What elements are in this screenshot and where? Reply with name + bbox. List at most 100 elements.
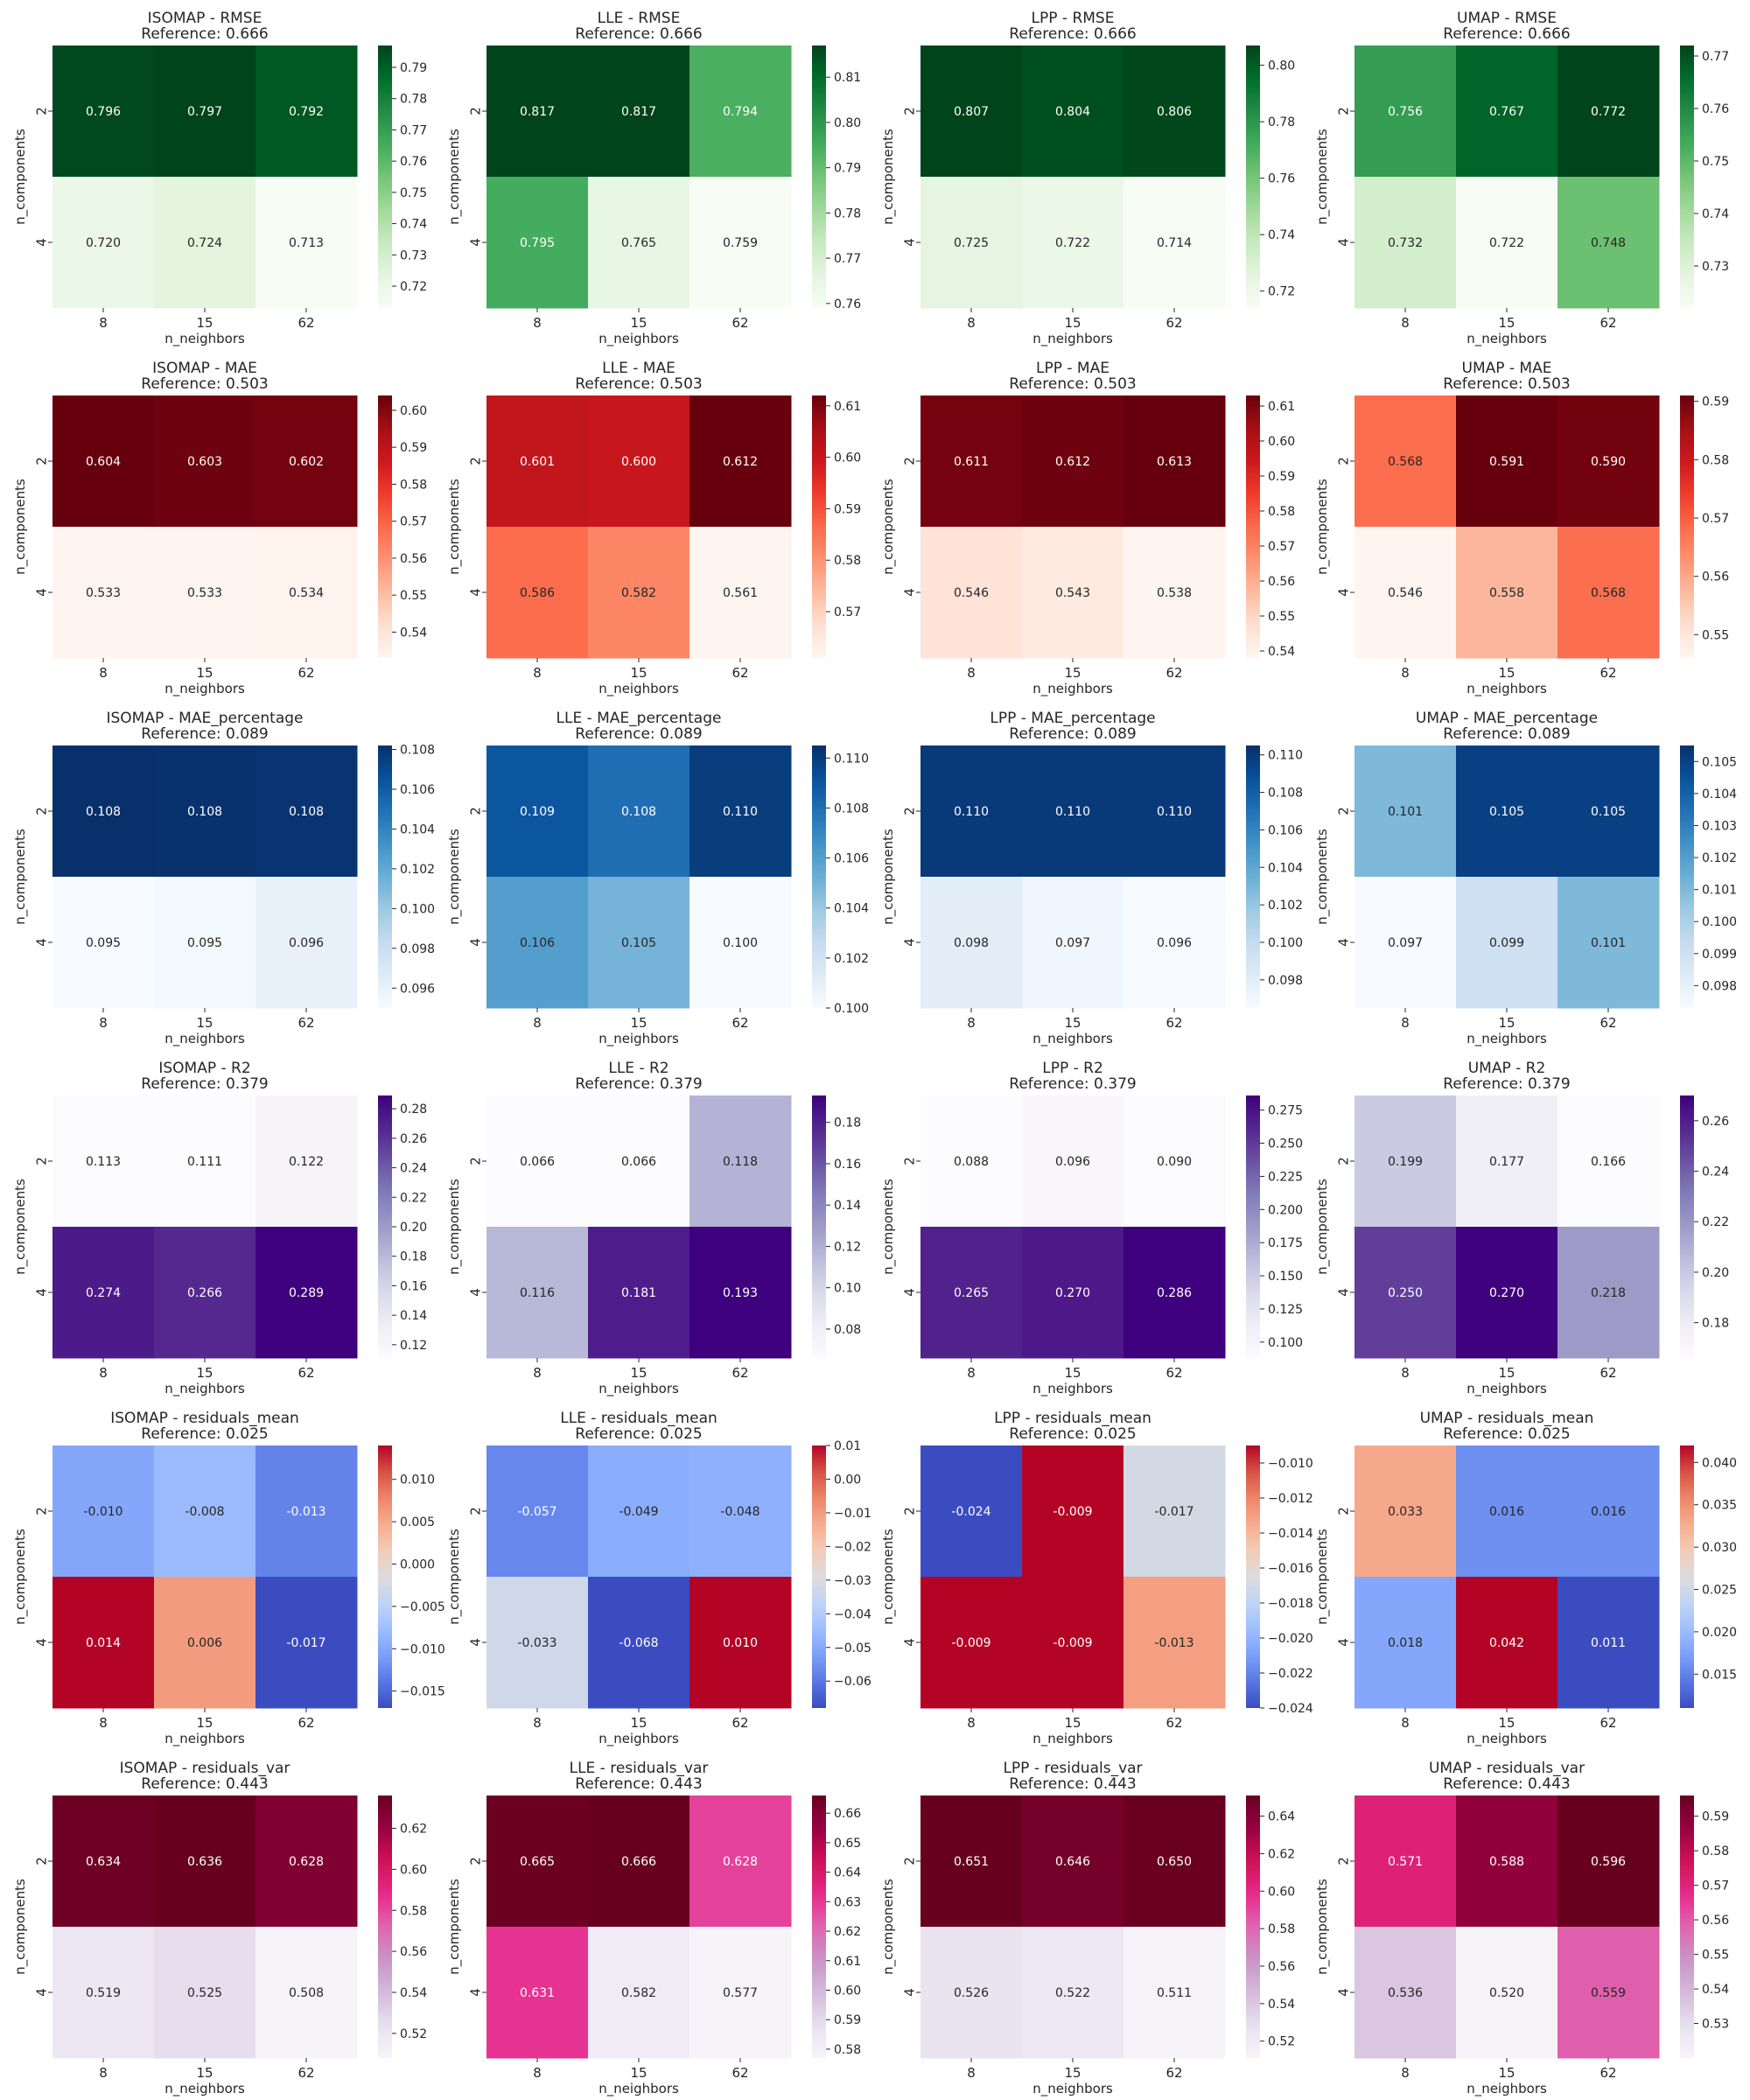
colorbar-tick-label: 0.58 xyxy=(400,478,427,492)
y-tick-label: 4 xyxy=(1336,588,1352,597)
x-tick-label: 8 xyxy=(533,1015,542,1031)
cell-value-label: 0.720 xyxy=(86,236,121,250)
x-tick-label: 8 xyxy=(99,1365,108,1381)
colorbar-tick-label: 0.100 xyxy=(400,902,435,916)
y-tick-label: 2 xyxy=(902,107,918,116)
colorbar-tick-label: 0.53 xyxy=(1702,2018,1729,2032)
heatmap-cell xyxy=(1022,1446,1124,1578)
heatmap-cell xyxy=(486,1577,589,1709)
colorbar-tick-label: 0.62 xyxy=(834,1925,861,1939)
colorbar xyxy=(378,396,392,658)
cell-value-label: -0.013 xyxy=(286,1505,326,1519)
cell-value-label: 0.650 xyxy=(1157,1855,1192,1869)
y-tick-label: 4 xyxy=(468,1988,484,1997)
cell-value-label: 0.722 xyxy=(1055,236,1090,250)
heatmap-cell xyxy=(690,396,792,528)
heatmap-cell xyxy=(1456,1577,1558,1709)
panel-title: UMAP - MAE xyxy=(1462,360,1552,377)
colorbar-tick-label: 0.54 xyxy=(1268,1998,1295,2012)
heatmap-cell xyxy=(588,177,690,309)
x-axis-label: n_neighbors xyxy=(164,1031,245,1047)
y-tick-label: 2 xyxy=(34,107,50,116)
cell-value-label: 0.628 xyxy=(289,1855,324,1869)
cell-value-label: 0.611 xyxy=(954,455,989,469)
colorbar-tick-label: 0.66 xyxy=(834,1807,861,1821)
colorbar-tick-label: 0.73 xyxy=(1702,260,1729,274)
x-tick-label: 15 xyxy=(1064,315,1081,331)
heatmap-cell xyxy=(1354,1796,1457,1928)
x-tick-label: 8 xyxy=(1401,1365,1410,1381)
y-axis-label: n_components xyxy=(880,829,897,925)
colorbar xyxy=(1680,1796,1694,2058)
y-tick-label: 2 xyxy=(1336,457,1352,466)
cell-value-label: 0.108 xyxy=(86,805,121,819)
heatmap-cell xyxy=(920,527,1023,659)
y-axis-label: n_components xyxy=(880,1879,897,1975)
x-tick-label: 62 xyxy=(1166,1715,1182,1731)
heatmap-cell xyxy=(1124,746,1226,878)
heatmap-cell xyxy=(1456,1927,1558,2059)
colorbar-tick-label: 0.102 xyxy=(834,952,869,966)
colorbar-tick-label: 0.74 xyxy=(1268,228,1295,242)
heatmap-cell xyxy=(1124,396,1226,528)
y-tick-label: 2 xyxy=(902,1857,918,1866)
colorbar xyxy=(1246,1446,1260,1708)
colorbar-tick-label: 0.60 xyxy=(1268,1885,1295,1899)
heatmap-cell xyxy=(588,46,690,178)
colorbar-tick-label: 0.175 xyxy=(1268,1236,1303,1250)
y-tick-label: 2 xyxy=(1336,1507,1352,1516)
x-tick-label: 62 xyxy=(1166,1015,1182,1031)
colorbar-tick-label: 0.61 xyxy=(834,1955,861,1969)
y-axis-label: n_components xyxy=(880,479,897,575)
panel-subtitle: Reference: 0.089 xyxy=(1443,725,1570,743)
x-tick-label: 15 xyxy=(196,315,213,331)
cell-value-label: 0.250 xyxy=(1388,1286,1423,1300)
x-tick-label: 62 xyxy=(732,1365,748,1381)
heatmap-cell xyxy=(1354,396,1457,528)
y-tick-label: 4 xyxy=(34,938,50,947)
colorbar-tick-label: 0.100 xyxy=(834,1002,869,1016)
colorbar-tick-label: 0.62 xyxy=(1268,1847,1295,1861)
heatmap-cell xyxy=(920,1446,1023,1578)
x-tick-label: 15 xyxy=(630,2065,647,2081)
cell-value-label: 0.289 xyxy=(289,1286,324,1300)
heatmap-cell xyxy=(1354,1927,1457,2059)
cell-value-label: 0.603 xyxy=(187,455,222,469)
y-axis-label: n_components xyxy=(446,829,463,925)
cell-value-label: 0.270 xyxy=(1489,1286,1524,1300)
colorbar xyxy=(812,1096,826,1358)
cell-value-label: 0.090 xyxy=(1157,1155,1192,1169)
heatmap-cell xyxy=(1124,46,1226,178)
colorbar-tick-label: 0.59 xyxy=(400,441,427,455)
x-axis-label: n_neighbors xyxy=(1032,331,1113,347)
cell-value-label: 0.096 xyxy=(289,936,324,950)
cell-value-label: 0.108 xyxy=(621,805,656,819)
y-tick-label: 2 xyxy=(468,1157,484,1166)
heatmap-cell xyxy=(690,1096,792,1228)
cell-value-label: 0.722 xyxy=(1489,236,1524,250)
y-tick-label: 2 xyxy=(902,807,918,816)
x-axis-label: n_neighbors xyxy=(598,2081,679,2097)
heatmap-cell xyxy=(486,1796,589,1928)
colorbar-tick-label: −0.024 xyxy=(1268,1702,1313,1716)
y-axis-label: n_components xyxy=(880,129,897,225)
colorbar-tick-label: 0.78 xyxy=(834,206,861,220)
colorbar-tick-label: 0.102 xyxy=(400,863,435,877)
heatmap-cell xyxy=(588,1227,690,1359)
cell-value-label: 0.010 xyxy=(723,1636,758,1650)
x-tick-label: 15 xyxy=(1498,1715,1515,1731)
cell-value-label: 0.586 xyxy=(520,586,555,600)
cell-value-label: 0.538 xyxy=(1157,586,1192,600)
cell-value-label: 0.665 xyxy=(520,1855,555,1869)
heatmap-cell xyxy=(1124,877,1226,1009)
colorbar-tick-label: 0.59 xyxy=(834,2013,861,2027)
cell-value-label: 0.533 xyxy=(86,586,121,600)
panel-title: LPP - MAE xyxy=(1036,360,1110,377)
colorbar-tick-label: 0.22 xyxy=(400,1191,427,1205)
cell-value-label: 0.096 xyxy=(1055,1155,1090,1169)
